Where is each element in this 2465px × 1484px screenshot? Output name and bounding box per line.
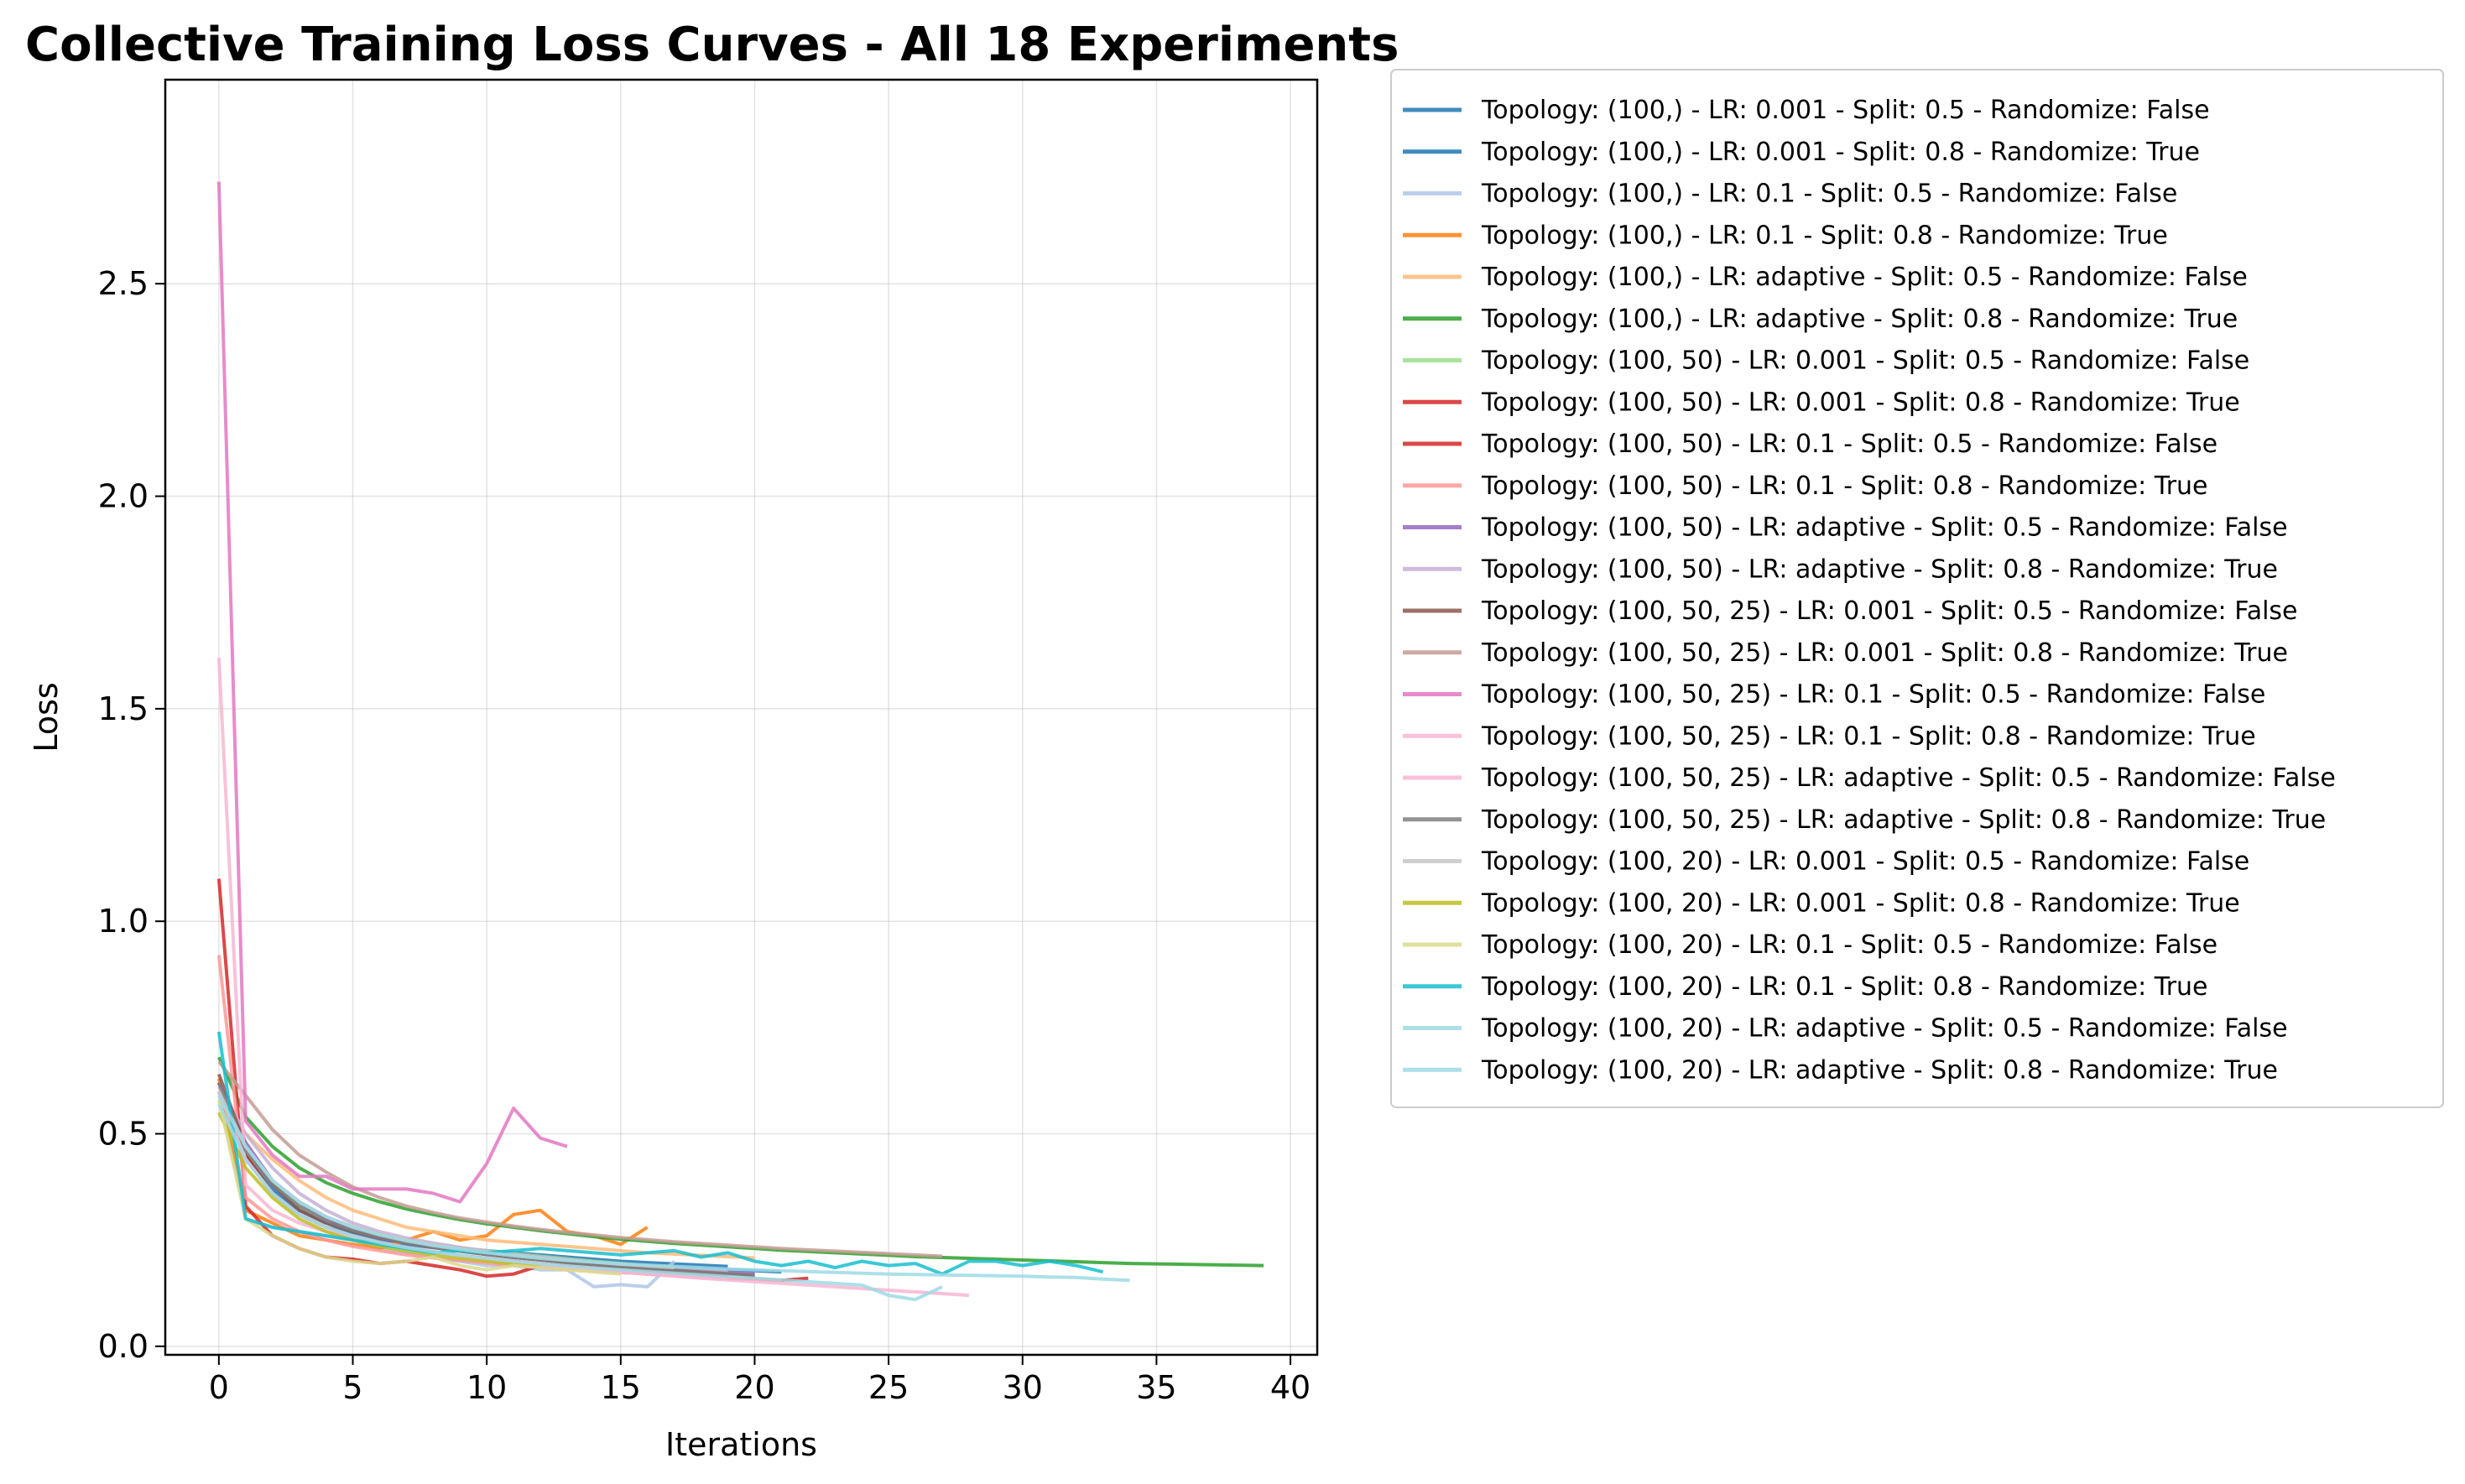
series-line-22 [216, 1031, 1104, 1276]
legend-entry-label: Topology: (100, 50, 25) - LR: 0.1 - Spli… [1481, 721, 2256, 751]
x-tick-label: 25 [868, 1369, 909, 1406]
legend-entry-label: Topology: (100, 50) - LR: adaptive - Spl… [1481, 513, 2288, 543]
x-tick-label: 40 [1270, 1369, 1311, 1406]
legend-entry-label: Topology: (100, 50, 25) - LR: 0.001 - Sp… [1481, 596, 2298, 626]
series-lines [216, 181, 1264, 1302]
legend-entry-label: Topology: (100, 20) - LR: 0.1 - Split: 0… [1481, 930, 2217, 960]
legend-entry-label: Topology: (100, 50, 25) - LR: 0.001 - Sp… [1481, 638, 2288, 668]
y-tick-label: 0.5 [98, 1116, 149, 1153]
legend-entry-label: Topology: (100,) - LR: adaptive - Split:… [1481, 263, 2248, 292]
legend: Topology: (100,) - LR: 0.001 - Split: 0.… [1390, 69, 2444, 1108]
legend-entry-label: Topology: (100, 20) - LR: 0.001 - Split:… [1481, 888, 2240, 918]
legend-entry-label: Topology: (100, 50) - LR: adaptive - Spl… [1481, 555, 2278, 584]
y-tick-label: 2.0 [98, 478, 149, 515]
legend-entry-label: Topology: (100, 50, 25) - LR: 0.1 - Spli… [1481, 680, 2265, 710]
series-line-5 [217, 1098, 755, 1260]
axis-ticks: 0 5 10 15 20 25 30 35 40 0.0 0.5 1.0 1.5 2.0 2.5 [98, 265, 1311, 1406]
plot-area-frame [164, 78, 1319, 1356]
series-line-15 [216, 181, 568, 1204]
chart-title: Collective Training Loss Curves - All 18… [25, 18, 1399, 72]
legend-entry-label: Topology: (100, 20) - LR: 0.1 - Split: 0… [1481, 972, 2208, 1002]
legend-frame [1390, 69, 2444, 1108]
legend-entry-label: Topology: (100, 20) - LR: adaptive - Spl… [1481, 1014, 2288, 1044]
series-line-14 [217, 1060, 943, 1258]
y-tick-label: 1.0 [98, 903, 149, 940]
legend-entry-label: Topology: (100,) - LR: adaptive - Split:… [1481, 305, 2238, 334]
series-line-24 [217, 1103, 943, 1302]
y-tick-label: 1.5 [98, 690, 149, 727]
series-line-20 [217, 1112, 541, 1268]
legend-entry-label: Topology: (100, 50) - LR: 0.001 - Split:… [1481, 346, 2249, 376]
x-axis-label: Iterations [665, 1426, 817, 1463]
x-tick-label: 5 [342, 1369, 362, 1406]
legend-entry-label: Topology: (100, 50) - LR: 0.001 - Split:… [1481, 388, 2240, 417]
legend-entry-label: Topology: (100, 50) - LR: 0.1 - Split: 0… [1481, 430, 2217, 459]
x-tick-label: 35 [1136, 1369, 1176, 1406]
legend-entry-label: Topology: (100, 50, 25) - LR: adaptive -… [1481, 805, 2326, 835]
legend-entry-label: Topology: (100, 20) - LR: adaptive - Spl… [1481, 1055, 2278, 1085]
series-line-21 [216, 1099, 621, 1276]
x-tick-label: 0 [209, 1369, 229, 1406]
legend-entry-label: Topology: (100, 20) - LR: 0.001 - Split:… [1481, 847, 2249, 877]
legend-entry-label: Topology: (100, 50) - LR: 0.1 - Split: 0… [1481, 471, 2208, 501]
legend-entry-label: Topology: (100,) - LR: 0.001 - Split: 0.… [1481, 138, 2200, 167]
legend-entry-label: Topology: (100,) - LR: 0.001 - Split: 0.… [1481, 96, 2210, 125]
x-tick-label: 30 [1003, 1369, 1043, 1406]
legend-entry-label: Topology: (100, 50, 25) - LR: adaptive -… [1481, 763, 2336, 793]
series-line-23 [217, 1094, 1130, 1283]
x-tick-label: 20 [734, 1369, 774, 1406]
grid [165, 80, 1317, 1355]
y-axis-label: Loss [28, 682, 65, 752]
legend-entry-label: Topology: (100,) - LR: 0.1 - Split: 0.8 … [1481, 221, 2168, 250]
y-tick-label: 2.5 [98, 265, 149, 302]
legend-entry-label: Topology: (100,) - LR: 0.1 - Split: 0.5 … [1481, 180, 2177, 209]
x-tick-label: 15 [601, 1369, 641, 1406]
y-tick-label: 0.0 [98, 1328, 149, 1365]
x-tick-label: 10 [466, 1369, 507, 1406]
